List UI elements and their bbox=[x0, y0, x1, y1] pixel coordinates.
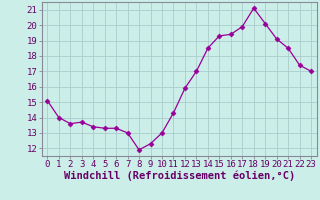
X-axis label: Windchill (Refroidissement éolien,°C): Windchill (Refroidissement éolien,°C) bbox=[64, 171, 295, 181]
